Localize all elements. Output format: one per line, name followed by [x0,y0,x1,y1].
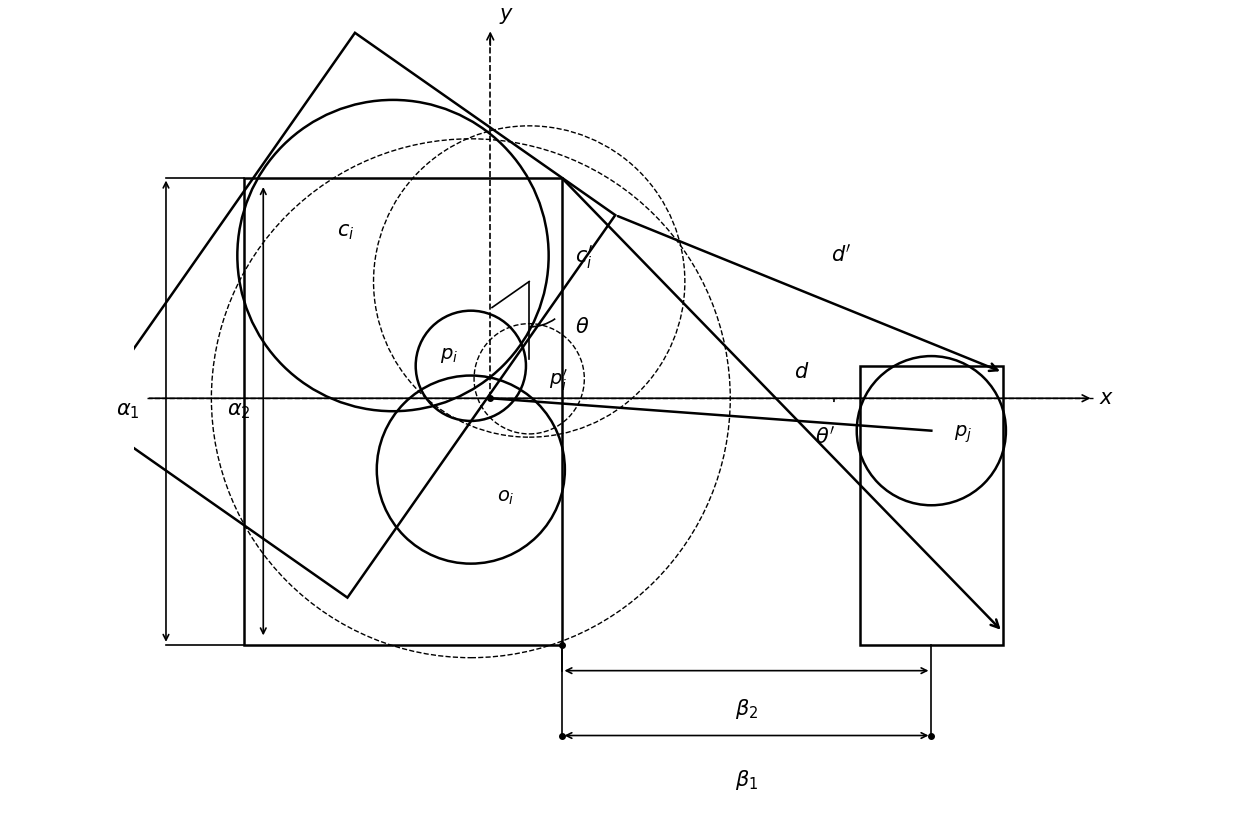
Text: $o_i$: $o_i$ [497,489,515,508]
Text: $\alpha_1$: $\alpha_1$ [117,401,140,421]
Text: $d'$: $d'$ [831,244,852,266]
Text: $\beta_2$: $\beta_2$ [735,696,758,721]
Text: $x$: $x$ [1099,388,1114,408]
Bar [244,178,562,644]
Text: $c_i$: $c_i$ [336,222,355,241]
Text: $\alpha_2$: $\alpha_2$ [227,401,250,421]
Text: $y$: $y$ [498,6,515,26]
Bar [861,366,1003,644]
Text: $\theta'$: $\theta'$ [815,426,835,447]
Text: $p_i'$: $p_i'$ [548,368,568,393]
Text: $d$: $d$ [794,363,810,382]
Text: $p_i$: $p_i$ [440,346,458,365]
Text: $\theta$: $\theta$ [574,317,589,337]
Text: $p_j$: $p_j$ [954,424,972,446]
Text: $\beta_1$: $\beta_1$ [735,768,758,792]
Text: $c_i'$: $c_i'$ [574,242,593,270]
